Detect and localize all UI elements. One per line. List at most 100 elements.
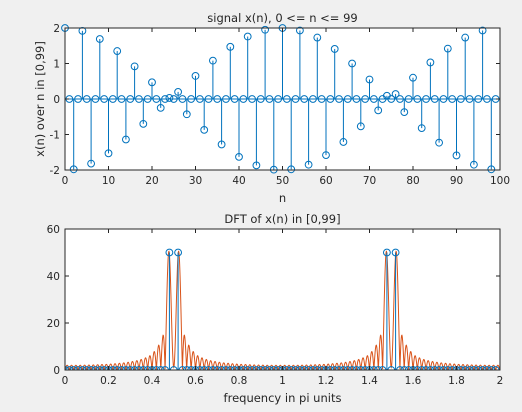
dft-stem-marker [387,366,396,370]
dft-stem-marker [169,366,178,370]
dft-stem-marker [448,366,457,370]
dft-stem-marker [126,366,135,370]
plot-1-ticks: 0 10 20 30 40 50 60 70 80 90 100 -2 -1 0 1 2 [50,23,511,187]
dft-stem-marker [165,248,174,257]
dft-stem-marker [252,366,261,370]
x-tick-label: 50 [276,175,289,187]
stem-marker [217,140,226,149]
stem-marker [239,95,248,103]
stem-marker [156,103,165,112]
dft-stem-marker [187,366,196,370]
stem-marker [130,62,139,71]
stem-marker [322,151,330,159]
dft-stem-marker [435,366,443,370]
stem-marker [82,95,91,103]
dft-stem-marker [95,366,104,370]
stem-marker [252,161,261,170]
dft-stem-marker [474,366,483,370]
stem-marker [483,95,491,103]
dft-stem-marker [222,366,230,370]
stem-marker [104,149,113,158]
y-tick-label: -2 [50,165,60,177]
stem-marker [317,95,326,103]
stem-marker [282,95,291,103]
dft-stem-marker [491,366,500,370]
stem-marker [465,95,474,103]
x-tick-label: 1.2 [318,375,335,387]
dft-stem-marker [108,366,117,370]
dft-stem-marker [439,366,448,370]
x-tick-label: 0 [62,375,69,387]
x-tick-label: 40 [232,175,245,187]
stem-marker [304,160,313,169]
stem-marker [474,95,483,103]
dft-stem-marker [369,366,378,370]
dft-stem-marker [239,366,248,370]
stem-marker [200,125,209,134]
dft-stem-marker [269,366,278,370]
x-tick-label: 100 [490,175,510,187]
dft-stem-marker [391,248,400,257]
dft-stem-marker [430,366,439,370]
dft-stem-marker [230,366,239,370]
dft-stem-marker [117,366,126,370]
stem-marker [256,95,265,103]
dft-stem-marker [69,366,78,370]
stem-marker [265,95,274,103]
stem-marker [348,59,357,68]
stem-marker [387,95,396,103]
plot-2-title: DFT of x(n) in [0,99] [224,212,340,226]
stem-marker [478,26,487,35]
dft-stem-marker [256,366,265,370]
dft-stem-marker [378,366,387,370]
dft-stem-marker [361,366,370,370]
dft-stem-marker [161,366,169,370]
stem-marker [187,95,196,103]
stem-marker [430,95,439,103]
dft-stem-marker [113,366,122,370]
dft-stem-marker [443,366,452,370]
stem-marker [213,95,222,103]
stem-marker [191,72,200,80]
x-tick-label: 80 [406,175,419,187]
stem-marker [152,95,161,103]
dft-stem-marker [209,366,217,370]
stem-marker [443,44,452,53]
stem-marker [261,25,270,34]
x-tick-label: 1.4 [361,375,378,387]
stem-marker [343,95,352,103]
stem-marker [413,95,422,103]
stem-marker [369,95,378,103]
stem-marker [174,88,183,96]
dft-stem-marker [304,366,313,370]
y-tick-label: 1 [53,59,60,71]
stem-marker [487,165,496,174]
dft-stem-marker [465,366,474,370]
dft-stem-marker [343,366,352,370]
stem-marker [222,95,230,103]
dft-stem-marker [226,366,235,370]
dft-stem-marker [130,366,139,370]
stem-marker [122,135,130,144]
dft-stem-marker [243,366,252,370]
stem-marker [69,165,78,174]
stem-marker [426,58,435,67]
stem-marker [248,95,256,103]
dft-stem-marker [135,366,143,370]
stem-marker [291,95,300,103]
stem-marker [409,73,417,82]
stem-marker [74,95,82,103]
x-tick-label: 90 [450,175,463,187]
stem-marker [230,95,239,103]
dft-stem-marker [374,366,383,370]
dft-stem-marker [152,366,161,370]
plot-1-ylabel: x(n) over n in [0,99] [33,41,47,157]
plot-1-title: signal x(n), 0 <= n <= 99 [207,11,357,25]
dft-stem-marker [74,366,82,370]
dft-stem-marker [282,366,291,370]
stem-marker [339,138,348,146]
stem-marker [243,32,252,41]
dft-stem-marker [65,366,74,370]
dft-stem-marker [404,366,413,370]
